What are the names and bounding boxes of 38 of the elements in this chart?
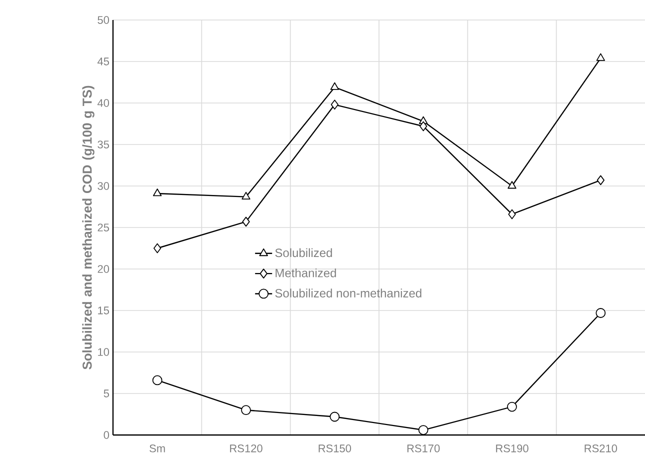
point [330,412,340,422]
point [420,121,428,132]
y-tick-label: 15 [98,306,110,314]
point [596,53,606,61]
y-tick-label: 50 [98,16,110,24]
legend-label: Methanized [276,268,336,278]
x-tick-label: RS190 [496,444,528,452]
point [241,405,251,416]
legend-label: Solubilized non-methanized [275,288,422,298]
point [596,308,606,318]
point [154,243,162,254]
x-tick-label: RS150 [318,444,352,452]
point [242,192,250,200]
y-tick-label: 45 [97,58,110,66]
point [508,181,516,189]
legend-label: Solubilized [275,248,332,258]
point [330,82,340,90]
y-axis-title: Solubilized and methanized COD (g/100 g TS) [82,86,94,370]
point [152,375,162,386]
x-tick-label: RS120 [230,444,262,452]
y-tick-label: 20 [98,265,110,273]
point [242,216,250,227]
y-tick-label: 10 [98,348,110,356]
point [596,175,604,186]
y-tick-label: 35 [98,140,110,148]
point [152,188,162,196]
point [508,209,516,220]
point [330,100,338,110]
point [507,402,517,412]
y-tick-label: 5 [104,390,110,398]
y-tick-label: 30 [98,182,110,190]
y-tick-label: 25 [98,224,110,232]
y-tick-label: 0 [104,431,110,439]
point [418,425,428,435]
x-tick-label: Sm [150,444,165,452]
y-tick-label: 40 [97,99,110,107]
x-tick-label: RS170 [407,444,440,452]
x-tick-label: RS210 [584,444,618,452]
